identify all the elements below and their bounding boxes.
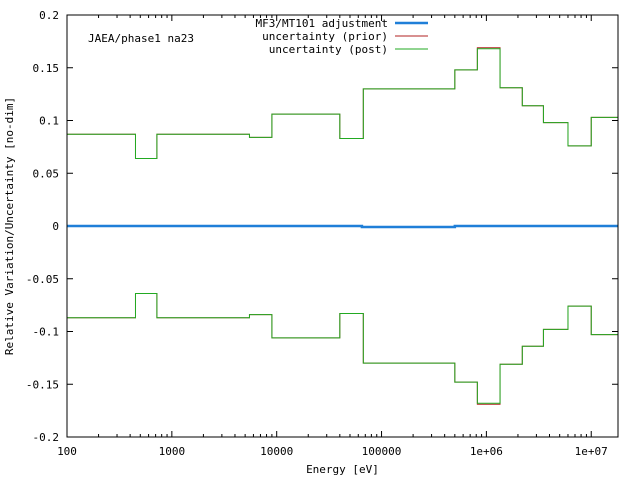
y-axis-label: Relative Variation/Uncertainty [no-dim] xyxy=(3,97,16,355)
chart-annotation: JAEA/phase1 na23 xyxy=(88,32,194,45)
x-tick-label: 10000 xyxy=(260,445,293,458)
series-line-uncertainty-post-upper xyxy=(67,48,618,159)
legend-label: uncertainty (post) xyxy=(269,43,388,56)
y-tick-label: 0.1 xyxy=(39,115,59,128)
series-layer xyxy=(67,47,618,405)
y-tick-label: -0.05 xyxy=(26,273,59,286)
x-tick-label: 1e+07 xyxy=(575,445,608,458)
series-line-mf3-mt101-adjustment xyxy=(67,224,618,229)
legend-label: uncertainty (prior) xyxy=(262,30,388,43)
y-tick-label: -0.1 xyxy=(33,326,60,339)
series-line-uncertainty-post-lower xyxy=(67,293,618,404)
ticks-layer: 100 1000 10000 100000 1e+06 1e+07 0.2 0.15 0.1 0.… xyxy=(26,9,618,458)
y-tick-label: 0.15 xyxy=(33,62,60,75)
legend-label: MF3/MT101 adjustment xyxy=(256,17,388,30)
y-tick-label: 0.2 xyxy=(39,9,59,22)
x-axis-label: Energy [eV] xyxy=(306,463,379,476)
x-tick-label: 100000 xyxy=(362,445,402,458)
x-tick-label: 100 xyxy=(57,445,77,458)
y-tick-label: 0.05 xyxy=(33,167,60,180)
x-tick-label: 1e+06 xyxy=(470,445,503,458)
x-tick-label: 1000 xyxy=(159,445,186,458)
y-tick-label: -0.15 xyxy=(26,378,59,391)
y-tick-label: 0 xyxy=(52,220,59,233)
plot-frame xyxy=(66,14,619,438)
y-tick-label: -0.2 xyxy=(33,431,60,444)
